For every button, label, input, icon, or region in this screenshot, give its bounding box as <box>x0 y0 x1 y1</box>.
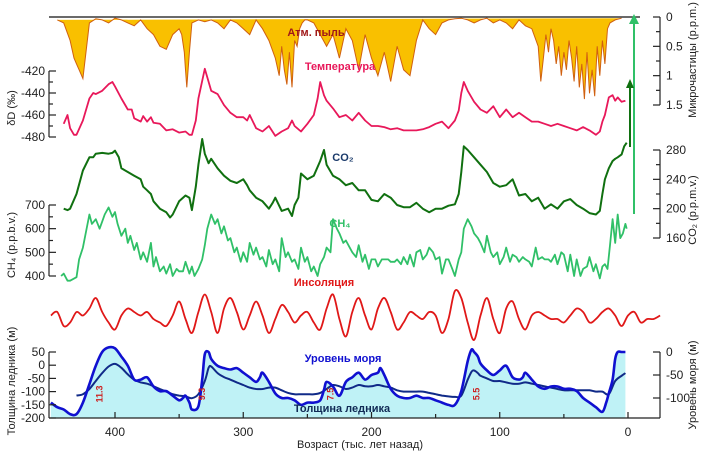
ch4-line <box>60 206 628 282</box>
x-tick-label: 100 <box>490 425 510 439</box>
sea-level-label: Уровень моря <box>305 353 382 365</box>
x-tick-label: 0 <box>625 425 632 439</box>
insolation-panel <box>50 288 661 341</box>
dust-tick-label: 1.5 <box>666 98 683 112</box>
ice-tick-label: -150 <box>21 398 45 412</box>
co2-tick-label: 240 <box>666 172 686 186</box>
temperature-panel <box>62 67 626 137</box>
sea-level-axis-title: Уровень моря (м) <box>687 340 699 429</box>
sea-tick-label: -50 <box>666 368 684 382</box>
x-tick-label: 400 <box>105 425 125 439</box>
ch4-tick-label: 500 <box>25 245 45 259</box>
sea-level-line <box>50 345 626 417</box>
x-tick-label: 200 <box>361 425 381 439</box>
ice-tick-label: 50 <box>32 345 46 359</box>
co2-axis-title: CO₂ (p.p.m.v.) <box>687 175 699 244</box>
insolation-line <box>50 288 661 341</box>
ch4-rise-arrowhead <box>629 14 639 24</box>
ice-tick-label: 0 <box>38 358 45 372</box>
co2-panel <box>63 138 628 219</box>
dust-area <box>57 18 622 100</box>
temperature-tick-label: -480 <box>21 130 45 144</box>
ch4-tick-label: 700 <box>25 198 45 212</box>
ch4-panel <box>60 206 628 282</box>
temperature-tick-label: -460 <box>21 108 45 122</box>
ch4-axis-title: CH₄ (p.p.b.v.) <box>6 212 18 278</box>
axes: -420-440-460-480700600500400500-50-100-1… <box>21 10 690 439</box>
dust-label: Атм. пыль <box>287 27 344 39</box>
interglacial-label: 9.3 <box>197 388 207 401</box>
ch4-tick-label: 600 <box>25 222 45 236</box>
x-tick-label: 300 <box>233 425 253 439</box>
ice-thickness-label: Толщина ледника <box>294 403 391 415</box>
insolation-label: Инсоляция <box>294 277 354 289</box>
sea-level-fill <box>50 347 626 418</box>
ice-thickness-axis-title: Толщина ледника (м) <box>6 327 18 436</box>
temperature-label: Температура <box>305 61 376 73</box>
dust-tick-label: 0.5 <box>666 39 683 53</box>
co2-tick-label: 280 <box>666 143 686 157</box>
dust-line <box>57 17 622 100</box>
ch4-tick-label: 400 <box>25 269 45 283</box>
co2-tick-label: 200 <box>666 202 686 216</box>
ice-tick-label: -50 <box>28 371 46 385</box>
ch4-label: CH₄ <box>329 218 350 230</box>
dust-tick-label: 1 <box>666 69 673 83</box>
sea-level-panel: 11.3 9.3 7.5 5.5 <box>50 345 627 418</box>
temperature-line <box>62 67 626 137</box>
sea-tick-label: -100 <box>666 391 690 405</box>
x-axis-title: Возраст (тыс. лет назад) <box>297 439 423 451</box>
interglacial-label: 5.5 <box>472 388 482 401</box>
co2-line <box>63 138 628 219</box>
sea-tick-label: 0 <box>666 345 673 359</box>
interglacial-label: 11.3 <box>95 385 105 402</box>
temperature-tick-label: -420 <box>21 64 45 78</box>
co2-tick-label: 160 <box>666 231 686 245</box>
ice-tick-label: -100 <box>21 385 45 399</box>
interglacial-label: 7.5 <box>326 388 336 401</box>
temperature-axis-title: δD (‰) <box>6 90 18 125</box>
dust-axis-title: Микрочастицы (p.p.m.) <box>687 2 699 118</box>
co2-label: CO₂ <box>332 152 354 164</box>
dust-panel <box>49 16 640 100</box>
co2-rise-arrowhead <box>626 79 634 88</box>
ice-tick-label: -200 <box>21 411 45 425</box>
dust-tick-label: 0 <box>666 10 673 24</box>
temperature-tick-label: -440 <box>21 86 45 100</box>
